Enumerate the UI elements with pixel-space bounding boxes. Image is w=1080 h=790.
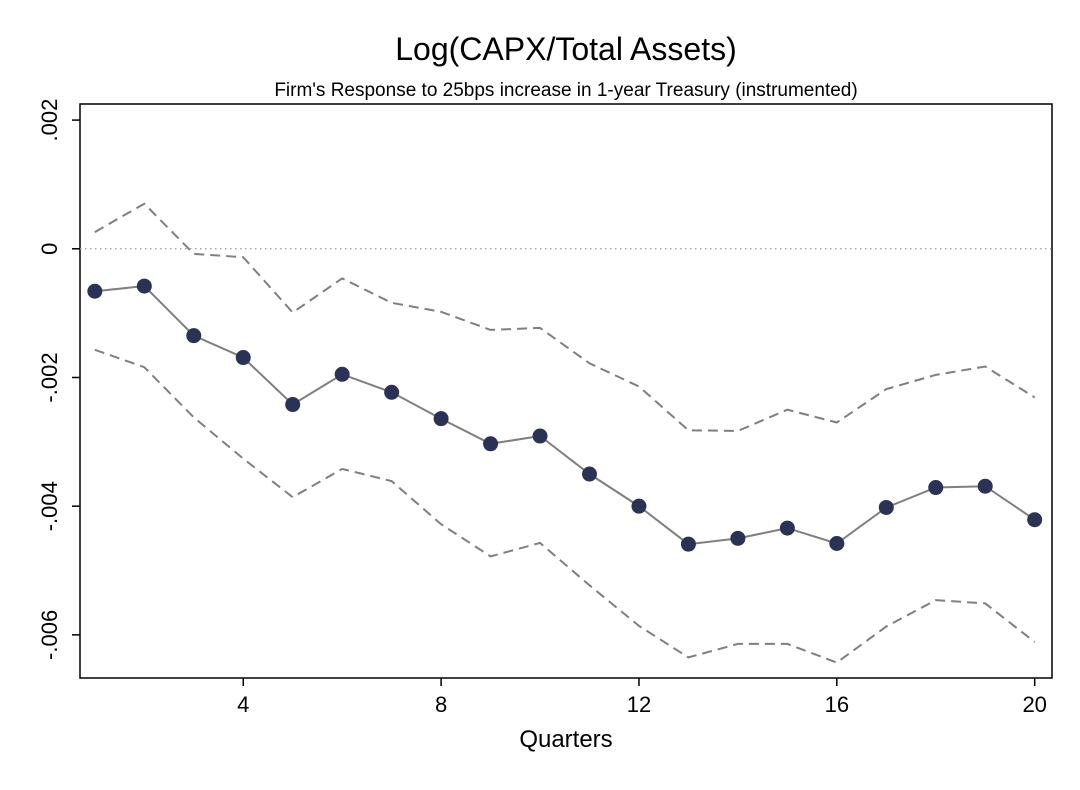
estimate-point: [1027, 512, 1043, 528]
estimate-point: [829, 536, 845, 552]
estimate-point: [186, 328, 202, 344]
estimate-point: [136, 278, 152, 294]
estimate-point: [285, 397, 301, 413]
y-tick-label: 0: [37, 243, 62, 255]
estimate-point: [483, 436, 499, 452]
estimate-point: [928, 480, 944, 496]
y-tick-label: -.002: [37, 352, 62, 402]
estimate-point: [779, 520, 795, 536]
x-tick-label: 20: [1022, 692, 1046, 717]
confidence-band-layer: [94, 202, 1036, 664]
chart-subtitle: Firm's Response to 25bps increase in 1-y…: [274, 80, 857, 101]
y-tick-label: .002: [37, 99, 62, 142]
x-tick-label: 12: [627, 692, 651, 717]
estimate-point: [334, 366, 350, 382]
x-tick-label: 16: [825, 692, 849, 717]
estimate-point: [532, 428, 548, 444]
chart-title: Log(CAPX/Total Assets): [395, 31, 736, 67]
plot-frame: [79, 103, 1053, 679]
lower-confidence-line: [94, 348, 1036, 664]
upper-confidence-line: [94, 202, 1036, 432]
estimate-point: [581, 466, 597, 482]
estimate-point-layer: [87, 278, 1043, 552]
estimate-point: [631, 498, 647, 514]
estimate-point: [433, 411, 449, 427]
estimate-line: [94, 285, 1036, 546]
estimate-point: [977, 478, 993, 494]
x-tick-label: 4: [237, 692, 249, 717]
estimate-point: [87, 283, 103, 299]
estimate-point: [680, 536, 696, 552]
estimate-line-layer: [94, 285, 1036, 546]
y-tick-label: -.004: [37, 481, 62, 531]
estimate-point: [878, 499, 894, 515]
axis-layer: 4 8 12 16 20 -.006 -.004 -.002 0 .002: [37, 99, 1047, 717]
x-tick-label: 8: [435, 692, 447, 717]
x-axis-title: Quarters: [519, 726, 612, 753]
estimate-point: [235, 350, 251, 366]
y-tick-label: -.006: [37, 610, 62, 660]
estimate-point: [384, 384, 400, 400]
estimate-point: [730, 530, 746, 546]
